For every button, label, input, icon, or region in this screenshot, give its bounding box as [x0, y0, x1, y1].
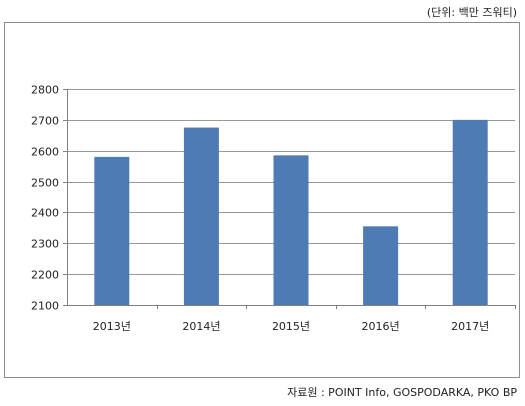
y-tick-label: 2600	[31, 146, 59, 159]
y-tick-label: 2200	[31, 269, 59, 282]
y-tick-label: 2400	[31, 207, 59, 220]
bar	[363, 226, 399, 305]
chart-frame: 2100 2200 2300 2400 2500 2600 2700 2800 2013년 201…	[4, 22, 520, 378]
y-tick-label: 2700	[31, 115, 59, 128]
x-tick-label: 2015년	[272, 320, 310, 333]
x-tick-label: 2017년	[451, 320, 489, 333]
y-tick-label: 2300	[31, 238, 59, 251]
bar	[452, 119, 488, 305]
y-tick-label: 2800	[31, 84, 59, 97]
x-tick-label: 2014년	[182, 320, 220, 333]
unit-note: (단위: 백만 즈워티)	[426, 6, 517, 19]
x-tick-label: 2013년	[93, 320, 131, 333]
x-tick-label: 2016년	[362, 320, 400, 333]
source-note: 자료원 : POINT Info, GOSPODARKA, PKO BP	[287, 386, 517, 399]
bar	[183, 127, 219, 305]
bar	[273, 155, 309, 305]
y-tick-label: 2100	[31, 300, 59, 313]
bar-chart: 2100 2200 2300 2400 2500 2600 2700 2800 2013년 201…	[31, 84, 516, 333]
bar	[94, 156, 130, 305]
y-tick-label: 2500	[31, 177, 59, 190]
